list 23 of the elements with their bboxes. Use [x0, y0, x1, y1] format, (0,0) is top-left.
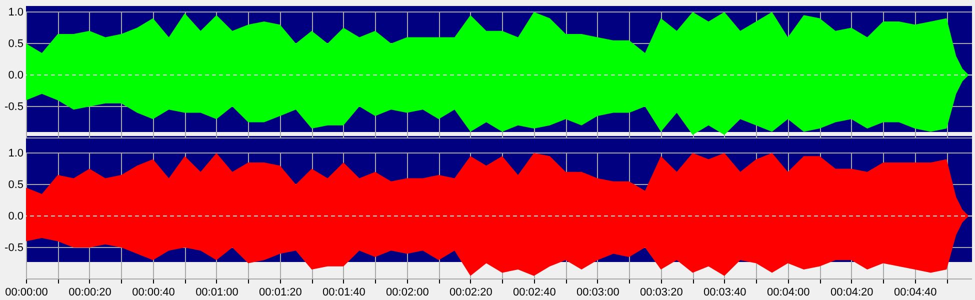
x-tick-label: 00:02:20 [450, 286, 492, 298]
x-tick-label: 00:02:00 [386, 286, 429, 298]
x-tick-label: 00:04:20 [830, 286, 874, 298]
x-tick-label: 00:02:40 [513, 286, 556, 298]
y-tick-label: 1.0 [8, 148, 24, 160]
x-tick-label: 00:01:40 [322, 286, 366, 298]
y-tick-label: -0.5 [4, 242, 24, 254]
x-tick-label: 00:00:20 [68, 286, 112, 298]
x-tick-label: 00:00:40 [132, 286, 175, 298]
x-tick-label: 00:01:00 [196, 286, 238, 298]
x-tick-label: 00:03:40 [703, 286, 746, 298]
y-tick-label: 0.0 [8, 210, 24, 222]
y-tick-label: -0.5 [4, 101, 24, 113]
y-tick-label: 0.0 [8, 70, 24, 82]
x-tick-label: 00:03:00 [576, 286, 620, 298]
y-tick-label: 0.5 [8, 38, 24, 50]
x-tick-label: 00:04:00 [766, 286, 810, 298]
x-tick-label: 00:01:20 [259, 286, 302, 298]
y-tick-label: 0.5 [8, 179, 24, 191]
y-tick-label: 1.0 [8, 6, 24, 18]
x-tick-label: 00:03:20 [640, 286, 683, 298]
x-tick-label: 00:00:00 [5, 286, 48, 298]
x-tick-label: 00:04:40 [894, 286, 937, 298]
